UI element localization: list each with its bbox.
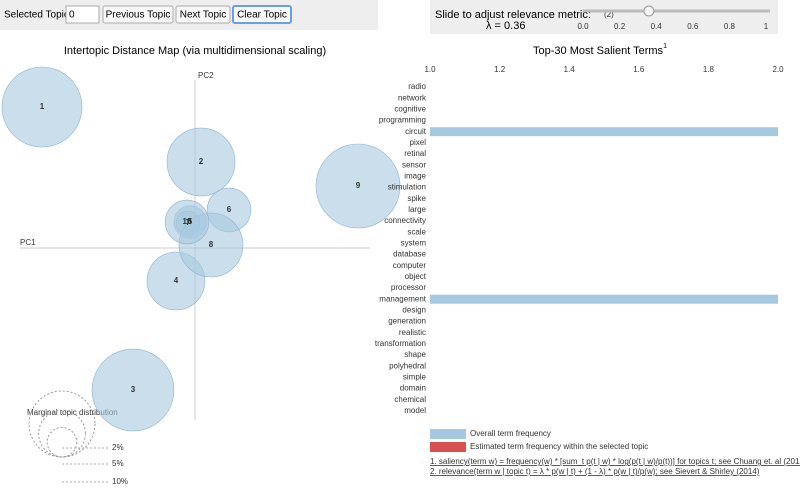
size-legend-label: 5% bbox=[112, 459, 124, 468]
slider-note: (2) bbox=[604, 10, 614, 19]
x-tick-label: 2.0 bbox=[772, 65, 784, 74]
topic-label: 6 bbox=[227, 205, 232, 214]
clear-label[interactable]: Clear Topic bbox=[237, 10, 287, 21]
slider-tick-label: 0.6 bbox=[687, 22, 699, 31]
slider-tick-label: 0.4 bbox=[651, 22, 663, 31]
term-label[interactable]: chemical bbox=[394, 395, 426, 404]
term-label[interactable]: processor bbox=[391, 283, 426, 292]
term-label[interactable]: object bbox=[405, 272, 427, 281]
slider-tick-label: 0.0 bbox=[577, 22, 589, 31]
legend-label: Overall term frequency bbox=[470, 429, 551, 438]
term-label[interactable]: spike bbox=[407, 194, 426, 203]
next-label[interactable]: Next Topic bbox=[180, 10, 227, 21]
term-label[interactable]: computer bbox=[393, 261, 427, 270]
term-label[interactable]: pixel bbox=[410, 138, 427, 147]
slider-knob[interactable] bbox=[643, 5, 655, 17]
next-button[interactable] bbox=[175, 5, 231, 24]
bar-title-text: Top-30 Most Salient Terms bbox=[533, 45, 664, 57]
size-legend-label: 10% bbox=[112, 477, 128, 486]
x-axis-label: PC1 bbox=[20, 238, 36, 247]
term-label[interactable]: cognitive bbox=[394, 104, 426, 113]
x-tick-label: 1.8 bbox=[703, 65, 715, 74]
size-legend-circle bbox=[38, 409, 86, 458]
topic-label: 1 bbox=[40, 102, 45, 111]
footnote-link[interactable]: 1. saliency(term w) = frequency(w) * [su… bbox=[430, 457, 800, 466]
x-tick-label: 1.2 bbox=[494, 65, 506, 74]
topic-label: 3 bbox=[131, 385, 136, 394]
term-label[interactable]: domain bbox=[400, 384, 426, 393]
lambda-label: λ = 0.36 bbox=[486, 20, 525, 32]
topic-label: Selected Topic: bbox=[4, 10, 72, 21]
topic-bubble[interactable] bbox=[315, 143, 401, 229]
term-label[interactable]: shape bbox=[404, 350, 426, 359]
size-legend-circle bbox=[46, 426, 78, 458]
slider-tick-label: 0.2 bbox=[614, 22, 626, 31]
bar-title-note: 1 bbox=[663, 43, 667, 50]
topic-bubble[interactable] bbox=[91, 348, 175, 432]
x-tick-label: 1.6 bbox=[633, 65, 645, 74]
slider-tick-label: 0.8 bbox=[724, 22, 736, 31]
previous-button[interactable] bbox=[102, 5, 174, 24]
topic-input[interactable] bbox=[65, 5, 100, 24]
size-legend-label: 2% bbox=[112, 443, 124, 452]
term-label[interactable]: network bbox=[398, 93, 427, 102]
slider-tick-label: 1 bbox=[764, 22, 769, 31]
topic-label: 7 bbox=[186, 218, 191, 227]
term-label[interactable]: management bbox=[379, 294, 426, 303]
term-label[interactable]: database bbox=[393, 250, 426, 259]
topic-value[interactable]: 0 bbox=[69, 10, 75, 21]
slider-label: Slide to adjust relevance metric: bbox=[435, 9, 591, 21]
y-axis-label: PC2 bbox=[198, 71, 214, 80]
term-label[interactable]: generation bbox=[388, 317, 426, 326]
term-label[interactable]: image bbox=[404, 171, 426, 180]
term-label[interactable]: scale bbox=[407, 227, 426, 236]
term-label[interactable]: stimulation bbox=[388, 183, 426, 192]
term-label[interactable]: connectivity bbox=[384, 216, 426, 225]
term-label[interactable]: programming bbox=[379, 116, 426, 125]
term-label[interactable]: model bbox=[404, 406, 426, 415]
size-legend-circle bbox=[28, 390, 96, 458]
term-label[interactable]: retinal bbox=[404, 149, 426, 158]
size-legend-title: Marginal topic distribution bbox=[27, 408, 118, 417]
legend-label: Estimated term frequency within the sele… bbox=[470, 442, 648, 451]
term-label[interactable]: simple bbox=[403, 373, 427, 382]
topic-bubble[interactable] bbox=[166, 127, 236, 197]
term-label[interactable]: realistic bbox=[399, 328, 426, 337]
term-label[interactable]: system bbox=[401, 238, 427, 247]
x-tick-label: 1.4 bbox=[564, 65, 576, 74]
bar-title: Top-30 Most Salient Terms1 bbox=[533, 43, 667, 57]
legend-swatch bbox=[430, 442, 466, 452]
term-label[interactable]: circuit bbox=[405, 127, 427, 136]
term-label[interactable]: sensor bbox=[402, 160, 426, 169]
term-bar bbox=[430, 127, 778, 137]
legend-swatch bbox=[430, 429, 466, 439]
map-title: Intertopic Distance Map (via multidimens… bbox=[64, 45, 326, 57]
topic-label: 5 bbox=[188, 217, 193, 226]
x-tick-label: 1.0 bbox=[424, 65, 436, 74]
topic-label: 9 bbox=[356, 181, 361, 190]
term-label[interactable]: transformation bbox=[375, 339, 426, 348]
term-bar bbox=[430, 294, 778, 304]
term-label[interactable]: radio bbox=[408, 82, 426, 91]
footnote-link[interactable]: 2. relevance(term w | topic t) = λ * p(w… bbox=[430, 467, 760, 476]
topic-bubble[interactable] bbox=[1, 66, 83, 148]
clear-button[interactable] bbox=[232, 5, 292, 24]
topic-label: 4 bbox=[174, 276, 179, 285]
term-label[interactable]: design bbox=[402, 306, 426, 315]
topic-label: 2 bbox=[199, 157, 204, 166]
topic-label: 8 bbox=[209, 240, 214, 249]
term-label[interactable]: polyhedral bbox=[389, 361, 426, 370]
topic-bubble[interactable] bbox=[164, 199, 210, 245]
previous-label[interactable]: Previous Topic bbox=[106, 10, 171, 21]
topic-label: 10 bbox=[183, 217, 192, 226]
term-label[interactable]: large bbox=[408, 205, 426, 214]
slider-panel bbox=[430, 0, 778, 34]
